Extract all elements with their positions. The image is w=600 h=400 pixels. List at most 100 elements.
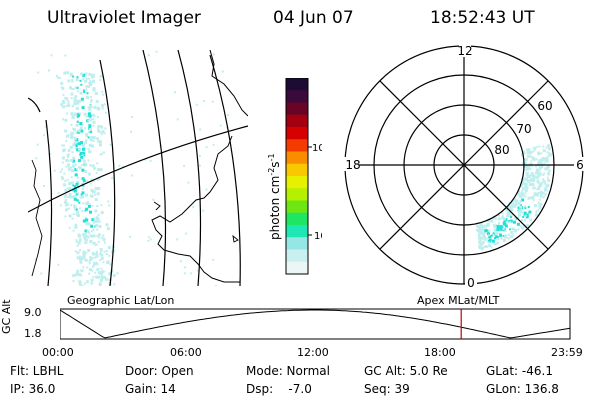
aurora-pixel xyxy=(82,159,86,163)
aurora-pixel xyxy=(531,172,534,175)
aurora-pixel xyxy=(504,224,508,228)
aurora-pixel xyxy=(510,231,514,235)
aurora-pixel xyxy=(78,280,82,284)
aurora-pixel xyxy=(506,215,509,218)
aurora-pixel xyxy=(99,253,101,256)
aurora-pixel xyxy=(500,236,503,239)
aurora-pixel xyxy=(72,229,75,232)
aurora-pixel xyxy=(70,135,73,139)
aurora-pixel xyxy=(76,76,79,79)
aurora-pixel xyxy=(176,118,179,121)
aurora-pixel xyxy=(90,188,94,192)
aurora-pixel xyxy=(75,239,78,242)
aurora-pixel xyxy=(61,86,65,90)
aurora-pixel xyxy=(521,189,524,192)
aurora-pixel xyxy=(521,194,524,197)
aurora-pixel xyxy=(532,186,536,190)
aurora-pixel xyxy=(82,77,85,80)
aurora-pixel xyxy=(130,116,133,118)
latitude-line xyxy=(28,125,248,213)
aurora-pixel xyxy=(185,232,188,235)
aurora-pixel xyxy=(53,169,56,172)
aurora-pixel xyxy=(95,243,98,246)
x-tick-1800: 18:00 xyxy=(424,346,456,359)
aurora-pixel xyxy=(57,192,60,195)
aurora-pixel xyxy=(512,234,515,237)
aurora-pixel xyxy=(502,234,505,237)
aurora-pixel xyxy=(68,226,71,229)
aurora-pixel xyxy=(83,235,87,239)
dsp-info: Dsp: -7.0 xyxy=(246,382,312,396)
aurora-pixel xyxy=(92,276,95,278)
aurora-pixel xyxy=(75,146,78,150)
aurora-pixel xyxy=(527,179,530,183)
aurora-pixel xyxy=(507,214,511,217)
aurora-pixel xyxy=(96,115,99,118)
aurora-pixel xyxy=(79,284,83,286)
aurora-pixel xyxy=(102,234,105,237)
aurora-pixel xyxy=(88,143,92,147)
aurora-pixel xyxy=(65,105,68,107)
aurora-pixel xyxy=(105,223,109,227)
aurora-pixel xyxy=(81,188,84,191)
aurora-pixel xyxy=(68,166,71,169)
aurora-pixel xyxy=(525,173,529,177)
aurora-pixel xyxy=(540,202,543,205)
aurora-pixel xyxy=(78,255,81,258)
aurora-pixel xyxy=(94,167,96,169)
aurora-pixel xyxy=(82,89,85,92)
aurora-pixel xyxy=(103,151,105,154)
aurora-pixel xyxy=(97,275,101,279)
aurora-pixel xyxy=(532,177,536,181)
aurora-pixel xyxy=(79,91,83,95)
aurora-pixel xyxy=(74,86,77,89)
aurora-pixel xyxy=(105,253,108,255)
aurora-pixel xyxy=(130,174,133,177)
aurora-pixel xyxy=(547,145,550,148)
coastline xyxy=(151,50,248,283)
aurora-pixel xyxy=(83,154,86,157)
aurora-pixel xyxy=(537,152,541,156)
aurora-pixel xyxy=(76,244,79,247)
aurora-pixel xyxy=(66,112,69,115)
label-bg xyxy=(343,157,359,171)
aurora-pixel xyxy=(97,127,100,130)
aurora-pixel xyxy=(542,180,546,184)
x-tick-2359: 23:59 xyxy=(551,346,583,359)
aurora-pixel xyxy=(82,147,85,151)
aurora-pixel xyxy=(529,155,532,157)
polar-plot: 12 18 6 0 60 70 80 xyxy=(343,44,586,290)
aurora-pixel xyxy=(499,233,502,237)
colorbar-cell xyxy=(286,176,308,189)
meridian-line xyxy=(177,50,202,286)
aurora-pixel xyxy=(534,147,537,150)
aurora-pixel xyxy=(527,148,531,152)
aurora-pixel xyxy=(514,202,518,206)
aurora-pixel xyxy=(533,204,537,208)
aurora-pixel xyxy=(173,91,176,94)
aurora-pixel xyxy=(65,140,68,143)
aurora-pixel xyxy=(543,172,546,175)
aurora-pixel xyxy=(72,274,76,278)
aurora-pixel xyxy=(78,166,80,168)
colorbar: 100 10 photon cm-2s-1 xyxy=(267,78,322,275)
aurora-pixel xyxy=(74,101,77,104)
aurora-pixel xyxy=(498,226,501,229)
aurora-pixel xyxy=(518,213,522,217)
aurora-pixel xyxy=(85,77,88,80)
aurora-pixel xyxy=(75,274,78,277)
aurora-pixel xyxy=(89,256,92,258)
aurora-pixel xyxy=(92,136,96,140)
aurora-pixel xyxy=(72,132,75,135)
geographic-caption: Geographic Lat/Lon xyxy=(67,294,175,307)
aurora-pixel xyxy=(67,167,71,171)
aurora-pixel xyxy=(491,239,495,243)
aurora-pixel xyxy=(214,285,217,286)
aurora-pixel xyxy=(62,118,64,121)
aurora-pixel xyxy=(501,215,504,218)
aurora-pixel xyxy=(516,191,520,194)
aurora-pixel xyxy=(205,188,208,191)
aurora-pixel xyxy=(546,157,549,160)
aurora-pixel xyxy=(79,151,83,155)
aurora-pixel xyxy=(545,159,549,163)
